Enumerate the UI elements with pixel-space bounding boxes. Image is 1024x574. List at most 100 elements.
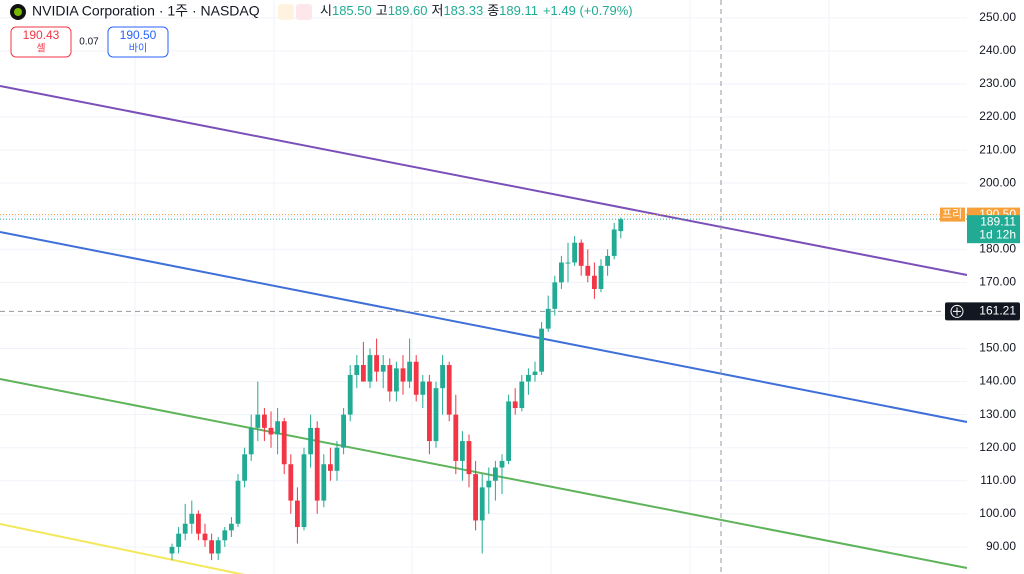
body (433, 388, 439, 442)
body (176, 533, 181, 547)
grid (0, 17, 967, 548)
vertical-grid (134, 0, 830, 574)
body (565, 262, 571, 264)
body (301, 454, 307, 528)
body (394, 368, 399, 392)
body (354, 365, 360, 375)
legend-low-label: 저 (431, 3, 443, 18)
body (255, 414, 261, 428)
last-value: 189.11 (980, 214, 1016, 228)
cursor-value: 161.21 (979, 304, 1016, 318)
body (275, 421, 280, 435)
legend-close-label: 종 (487, 3, 499, 18)
body (526, 374, 531, 382)
body (374, 355, 379, 372)
body (506, 401, 511, 461)
body (611, 229, 617, 256)
body (427, 381, 432, 442)
body (288, 464, 294, 501)
body (189, 513, 195, 524)
buy-button[interactable] (107, 26, 169, 58)
body (446, 365, 452, 415)
body (420, 381, 426, 395)
y-tick-label: 120.00 (979, 440, 1016, 454)
icon (278, 4, 294, 20)
body (413, 361, 419, 395)
body (202, 533, 208, 541)
body (308, 427, 313, 455)
body (361, 365, 366, 382)
legend-high: 189.60 (388, 3, 428, 18)
title: NVIDIA Corporation · 1주 · NASDAQ (32, 3, 260, 19)
body (248, 427, 254, 455)
body (347, 374, 353, 415)
body (400, 368, 406, 382)
header: NVIDIA Corporation · 1주 · NASDAQ 시185.50… (10, 3, 633, 58)
buy-label[interactable]: 바이 (129, 43, 147, 55)
body (512, 401, 518, 409)
body (196, 513, 201, 534)
legend-open: 185.50 (332, 3, 372, 18)
body (479, 487, 485, 521)
body (578, 242, 584, 266)
body (585, 265, 591, 276)
body (605, 255, 610, 266)
cursor-plus-sign (953, 307, 961, 316)
candles (169, 217, 624, 561)
body (598, 265, 604, 289)
body (387, 365, 393, 392)
body (215, 540, 221, 554)
ohlc-legend: 시185.50 고189.60 저183.33 종189.11 +1.49 (+0.79… (320, 3, 633, 18)
body (519, 381, 525, 409)
y-tick-label: 150.00 (979, 341, 1016, 355)
legend-low: 183.33 (443, 3, 483, 18)
body (235, 480, 241, 524)
legend-close: 189.11 (499, 3, 538, 18)
sell-label[interactable]: 셀 (36, 43, 45, 55)
body (532, 371, 538, 375)
body (618, 219, 624, 232)
body (209, 540, 214, 554)
body (229, 523, 234, 531)
price-axis (967, 0, 1024, 574)
body (281, 421, 287, 465)
y-tick-label: 250.00 (979, 10, 1016, 24)
body (182, 523, 188, 534)
cursor-plus (950, 304, 964, 318)
y-tick-label: 90.00 (986, 539, 1016, 553)
last-value-box (967, 215, 1020, 244)
sell-button[interactable] (10, 26, 72, 58)
body (242, 454, 247, 481)
body (539, 328, 544, 372)
body (407, 361, 412, 382)
body (367, 355, 373, 382)
buy-price[interactable]: 190.50 (120, 28, 157, 42)
pre-label: 프리 (942, 207, 962, 220)
sell-price[interactable]: 190.43 (23, 28, 60, 42)
body (493, 467, 498, 481)
axis-labels: 250.00240.00230.00220.00210.00200.00190.… (979, 10, 1016, 553)
body (380, 365, 386, 372)
legend-high-label: 고 (376, 3, 388, 18)
body (592, 275, 597, 289)
body (321, 464, 327, 501)
legend-open-label: 시 (320, 3, 332, 18)
body (295, 500, 300, 528)
body (334, 447, 340, 471)
y-tick-label: 110.00 (980, 473, 1016, 487)
body (466, 441, 472, 475)
body (453, 414, 459, 461)
body (440, 365, 445, 389)
body (262, 414, 267, 428)
countdown: 1d 12h (979, 227, 1016, 241)
icon (296, 4, 312, 20)
body (559, 262, 564, 283)
y-tick-label: 130.00 (979, 407, 1016, 421)
body (552, 282, 558, 309)
cursor-value-box (945, 302, 1020, 321)
y-tick-label: 220.00 (979, 109, 1016, 123)
legend-change: +1.49 (+0.79%) (543, 3, 633, 18)
y-tick-label: 140.00 (979, 374, 1016, 388)
